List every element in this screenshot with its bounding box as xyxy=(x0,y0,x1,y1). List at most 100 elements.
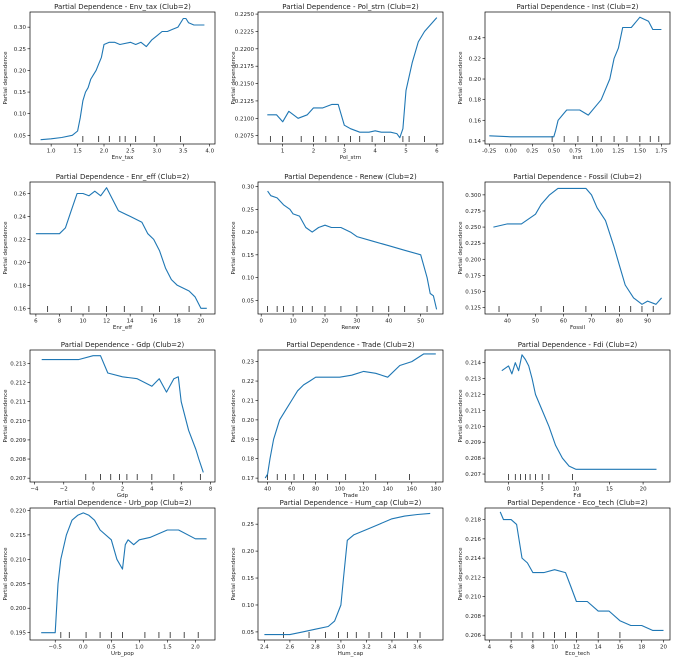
x-axis-label: Gdp xyxy=(117,493,129,499)
y-tick-label: 0.22 xyxy=(469,56,481,62)
x-tick-label: 10 xyxy=(572,487,579,493)
y-tick-label: 0.10 xyxy=(14,112,27,118)
y-axis-label: Partial dependence xyxy=(3,389,9,443)
x-tick-label: 15 xyxy=(606,487,613,493)
chart-panel: Partial Dependence - Trade (Club=2) 40 60 8… xyxy=(231,341,444,499)
x-axis-label: Inst xyxy=(572,155,583,161)
y-tick-label: 0.22 xyxy=(14,237,26,243)
x-tick-label: 30 xyxy=(353,319,360,325)
plot-frame xyxy=(29,349,216,483)
x-tick-label: 4 xyxy=(488,645,492,651)
y-tick-label: 0.05 xyxy=(242,630,255,636)
x-tick-label: 1.5 xyxy=(73,149,82,155)
plot-frame xyxy=(29,11,216,145)
y-tick-label: 0.16 xyxy=(469,118,482,124)
x-tick-label: 2.8 xyxy=(311,645,320,651)
chart-title: Partial Dependence - Gdp (Club=2) xyxy=(61,341,185,349)
chart-title: Partial Dependence - Renew (Club=2) xyxy=(284,173,417,181)
x-tick-label: 0.50 xyxy=(548,149,561,155)
x-axis-label: Eco_tech xyxy=(565,651,590,657)
x-tick-label: 0 xyxy=(507,487,511,493)
x-tick-label: 40 xyxy=(504,319,511,325)
x-tick-label: 2.4 xyxy=(260,645,269,651)
y-tick-label: 0.210 xyxy=(10,419,26,425)
y-tick-label: 0.20 xyxy=(242,230,255,236)
x-tick-label: 60 xyxy=(288,487,295,493)
x-tick-label: 10 xyxy=(290,319,297,325)
plot-frame xyxy=(257,181,444,315)
x-tick-label: 18 xyxy=(174,319,181,325)
y-tick-label: 0.18 xyxy=(469,98,482,104)
x-tick-label: 0.75 xyxy=(569,149,582,155)
y-axis-label: Partial dependence xyxy=(231,547,237,601)
y-tick-label: 0.2200 xyxy=(235,47,255,53)
y-tick-label: 0.2175 xyxy=(235,64,255,70)
y-tick-label: 0.210 xyxy=(10,557,26,563)
y-tick-label: 0.18 xyxy=(242,457,255,463)
y-axis-label: Partial dependence xyxy=(3,221,9,275)
x-tick-label: 0.25 xyxy=(526,149,539,155)
plot-frame xyxy=(484,507,671,641)
y-tick-label: 0.225 xyxy=(465,241,481,247)
y-tick-label: 0.213 xyxy=(10,361,26,367)
chart-panel: Partial Dependence - Urb_pop (Club=2) −0.… xyxy=(3,499,216,657)
y-tick-label: 0.209 xyxy=(465,440,481,446)
x-tick-label: 1.50 xyxy=(634,149,647,155)
x-axis-label: Renew xyxy=(341,325,360,331)
y-tick-label: 0.2150 xyxy=(235,82,255,88)
pd-series-line xyxy=(267,190,438,310)
x-tick-label: 3.4 xyxy=(388,645,397,651)
pd-series-line xyxy=(267,17,438,139)
plot-frame xyxy=(29,181,216,315)
x-tick-label: 2.0 xyxy=(100,149,109,155)
y-axis-label: Partial dependence xyxy=(231,221,237,275)
x-tick-label: 1.0 xyxy=(135,645,144,651)
chart-panel: Partial Dependence - Hum_cap (Club=2) 2.4… xyxy=(231,499,444,657)
y-tick-label: 0.213 xyxy=(465,377,481,383)
x-tick-label: 2 xyxy=(121,487,125,493)
y-tick-label: 0.211 xyxy=(465,408,481,414)
x-tick-label: 0.00 xyxy=(505,149,518,155)
chart-title: Partial Dependence - Trade (Club=2) xyxy=(286,341,415,349)
y-tick-label: 0.208 xyxy=(10,457,26,463)
y-tick-label: 0.208 xyxy=(465,614,481,620)
y-tick-label: 0.20 xyxy=(242,549,255,555)
x-tick-label: 10 xyxy=(80,319,87,325)
x-tick-label: 3.0 xyxy=(337,645,346,651)
x-tick-label: 160 xyxy=(407,487,418,493)
y-tick-label: 0.211 xyxy=(10,400,26,406)
x-tick-label: 6 xyxy=(509,645,513,651)
y-tick-label: 0.22 xyxy=(242,379,254,385)
y-tick-label: 0.216 xyxy=(465,537,481,543)
y-tick-label: 0.200 xyxy=(465,257,481,263)
x-tick-label: 60 xyxy=(560,319,567,325)
y-tick-label: 0.212 xyxy=(465,575,481,581)
y-axis-label: Partial dependence xyxy=(458,221,464,275)
y-tick-label: 0.214 xyxy=(465,361,481,367)
chart-title: Partial Dependence - Eco_tech (Club=2) xyxy=(507,499,648,507)
y-tick-label: 0.2225 xyxy=(235,29,255,35)
y-tick-label: 0.195 xyxy=(10,631,26,637)
y-tick-label: 0.15 xyxy=(242,253,255,259)
y-tick-label: 0.30 xyxy=(242,185,255,191)
pd-series-line xyxy=(493,187,663,305)
x-axis-label: Fossil xyxy=(570,325,586,331)
y-tick-label: 0.209 xyxy=(10,438,26,444)
y-tick-label: 0.20 xyxy=(14,68,27,74)
pd-series-line xyxy=(41,355,204,473)
y-tick-label: 0.215 xyxy=(10,533,26,539)
chart-title: Partial Dependence - Inst (Club=2) xyxy=(516,3,638,11)
x-tick-label: 1.75 xyxy=(655,149,668,155)
y-tick-label: 0.20 xyxy=(14,260,27,266)
y-axis-label: Partial dependence xyxy=(3,51,9,105)
x-tick-label: 2.6 xyxy=(286,645,295,651)
y-tick-label: 0.2075 xyxy=(235,134,255,140)
x-tick-label: 1 xyxy=(281,149,285,155)
x-tick-label: 20 xyxy=(640,487,647,493)
x-tick-label: 50 xyxy=(417,319,424,325)
x-tick-label: 0 xyxy=(91,487,95,493)
pd-series-line xyxy=(41,512,207,634)
y-tick-label: 0.207 xyxy=(10,476,26,482)
chart-panel: Partial Dependence - Pol_strn (Club=2) 1 2… xyxy=(231,3,444,161)
